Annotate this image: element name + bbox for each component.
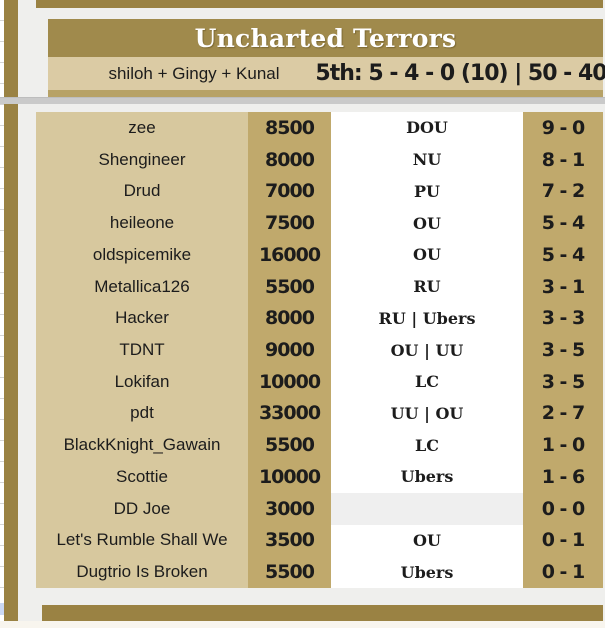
cell-tier[interactable]: Ubers <box>331 556 523 589</box>
cell-tier[interactable]: OU <box>331 207 523 239</box>
cell-tier[interactable]: NU <box>331 143 523 176</box>
cell-tier[interactable]: LC <box>331 365 523 398</box>
table-row: Lokifan 10000 LC 3 - 5 <box>36 365 603 398</box>
cell-price[interactable]: 7000 <box>248 175 331 208</box>
cell-player-name[interactable]: BlackKnight_Gawain <box>36 429 248 462</box>
table-row: Metallica126 5500 RU 3 - 1 <box>36 270 603 303</box>
managers-label: shiloh + Gingy + Kunal <box>108 63 280 83</box>
cell-player-name[interactable]: Let's Rumble Shall We <box>36 524 248 557</box>
cell-record[interactable]: 5 - 4 <box>523 238 603 271</box>
cell-price[interactable]: 33000 <box>248 397 331 430</box>
cell-player-name[interactable]: Metallica126 <box>36 270 248 303</box>
team-title: Uncharted Terrors <box>194 23 457 53</box>
roster-table: zee 8500 DOU 9 - 0 Shengineer 8000 NU 8 - 1 Drud… <box>36 112 603 589</box>
team-header-cell[interactable]: Uncharted Terrors <box>48 19 603 57</box>
cell-record[interactable]: 5 - 4 <box>523 207 603 239</box>
table-row: Dugtrio Is Broken 5500 Ubers 0 - 1 <box>36 556 603 589</box>
cell-record[interactable]: 8 - 1 <box>523 143 603 176</box>
table-row: pdt 33000 UU | OU 2 - 7 <box>36 397 603 430</box>
table-row: Let's Rumble Shall We 3500 OU 0 - 1 <box>36 524 603 557</box>
cell-player-name[interactable]: pdt <box>36 397 248 430</box>
cell-player-name[interactable]: DD Joe <box>36 492 248 525</box>
table-row: oldspicemike 16000 OU 5 - 4 <box>36 238 603 271</box>
cell-player-name[interactable]: Dugtrio Is Broken <box>36 556 248 589</box>
cell-tier[interactable]: Ubers <box>331 461 523 493</box>
cell-tier[interactable]: LC <box>331 429 523 462</box>
cell-player-name[interactable]: heileone <box>36 207 248 239</box>
cell-player-name[interactable]: Drud <box>36 175 248 208</box>
cell-record[interactable]: 9 - 0 <box>523 112 603 144</box>
subheader-underline <box>48 90 603 97</box>
table-row: DD Joe 3000 0 - 0 <box>36 492 603 525</box>
cell-price[interactable]: 5500 <box>248 556 331 589</box>
left-gold-bar <box>4 0 18 622</box>
table-row: heileone 7500 OU 5 - 4 <box>36 207 603 239</box>
cell-tier[interactable]: DOU <box>331 112 523 144</box>
cell-player-name[interactable]: zee <box>36 112 248 144</box>
team-subheader-cell[interactable]: shiloh + Gingy + Kunal 5th: 5 - 4 - 0 (1… <box>48 57 605 90</box>
cell-player-name[interactable]: oldspicemike <box>36 238 248 271</box>
cell-tier[interactable]: OU <box>331 238 523 271</box>
standing-label: 5th: 5 - 4 - 0 (10) | 50 - 40 <box>315 61 605 86</box>
cell-record[interactable]: 3 - 1 <box>523 270 603 303</box>
table-row: Scottie 10000 Ubers 1 - 6 <box>36 461 603 493</box>
bottom-margin <box>0 621 605 628</box>
cell-tier[interactable]: UU | OU <box>331 397 523 430</box>
cell-price[interactable]: 16000 <box>248 238 331 271</box>
cell-tier[interactable]: RU <box>331 270 523 303</box>
cell-price[interactable]: 9000 <box>248 334 331 366</box>
cell-price[interactable]: 3500 <box>248 524 331 557</box>
cell-tier[interactable]: PU <box>331 175 523 208</box>
cell-record[interactable]: 3 - 3 <box>523 302 603 335</box>
cell-record[interactable]: 7 - 2 <box>523 175 603 208</box>
table-row: zee 8500 DOU 9 - 0 <box>36 112 603 144</box>
cell-price[interactable]: 10000 <box>248 365 331 398</box>
cell-tier[interactable]: RU | Ubers <box>331 302 523 335</box>
cell-price[interactable]: 5500 <box>248 270 331 303</box>
cell-player-name[interactable]: Lokifan <box>36 365 248 398</box>
cell-player-name[interactable]: TDNT <box>36 334 248 366</box>
cell-player-name[interactable]: Hacker <box>36 302 248 335</box>
top-gold-bar <box>36 0 603 8</box>
cell-record[interactable]: 3 - 5 <box>523 334 603 366</box>
cell-price[interactable]: 7500 <box>248 207 331 239</box>
cell-tier[interactable]: OU <box>331 524 523 557</box>
cell-price[interactable]: 5500 <box>248 429 331 462</box>
sheet-row-gutter <box>0 0 5 628</box>
cell-record[interactable]: 3 - 5 <box>523 365 603 398</box>
table-row: BlackKnight_Gawain 5500 LC 1 - 0 <box>36 429 603 462</box>
cell-price[interactable]: 3000 <box>248 492 331 525</box>
table-row: Drud 7000 PU 7 - 2 <box>36 175 603 208</box>
bottom-gold-bar <box>42 605 603 621</box>
cell-tier[interactable]: OU | UU <box>331 334 523 366</box>
cell-record[interactable]: 1 - 6 <box>523 461 603 493</box>
cell-price[interactable]: 8000 <box>248 302 331 335</box>
cell-record[interactable]: 0 - 1 <box>523 556 603 589</box>
cell-player-name[interactable]: Scottie <box>36 461 248 493</box>
cell-player-name[interactable]: Shengineer <box>36 143 248 176</box>
frozen-pane-divider[interactable] <box>0 97 605 104</box>
cell-record[interactable]: 1 - 0 <box>523 429 603 462</box>
table-row: Shengineer 8000 NU 8 - 1 <box>36 143 603 176</box>
cell-record[interactable]: 0 - 0 <box>523 492 603 525</box>
cell-price[interactable]: 8000 <box>248 143 331 176</box>
cell-price[interactable]: 8500 <box>248 112 331 144</box>
cell-record[interactable]: 2 - 7 <box>523 397 603 430</box>
cell-price[interactable]: 10000 <box>248 461 331 493</box>
table-row: TDNT 9000 OU | UU 3 - 5 <box>36 334 603 366</box>
cell-record[interactable]: 0 - 1 <box>523 524 603 557</box>
selected-cell-indicator[interactable] <box>0 603 5 615</box>
cell-tier[interactable] <box>331 492 523 525</box>
table-row: Hacker 8000 RU | Ubers 3 - 3 <box>36 302 603 335</box>
